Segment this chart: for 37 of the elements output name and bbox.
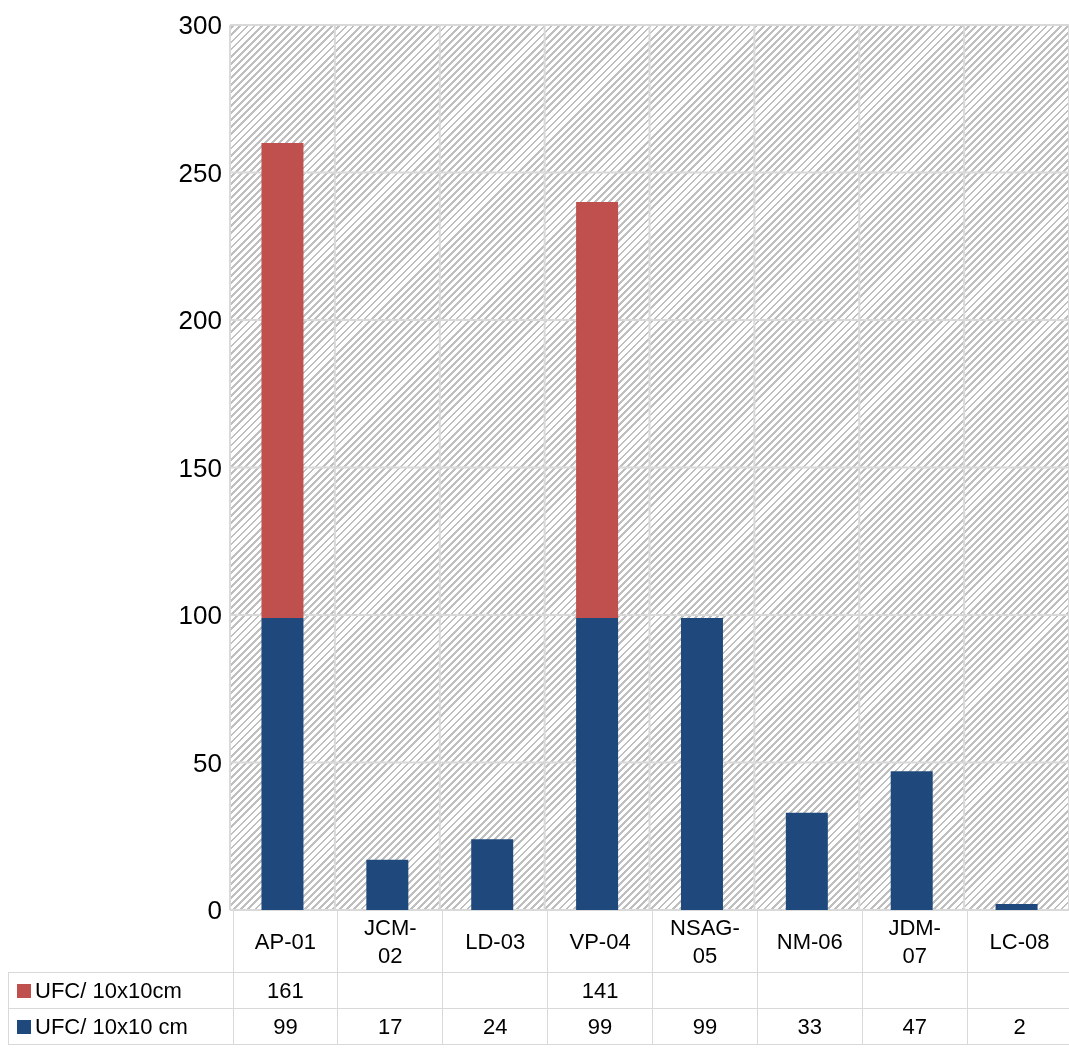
x-tick-label: LD-03 xyxy=(442,910,548,973)
data-label: 47 xyxy=(862,1008,968,1045)
y-tick-label: 100 xyxy=(178,600,222,631)
bar xyxy=(261,143,304,618)
y-tick-label: 0 xyxy=(207,895,222,926)
bar xyxy=(890,771,933,910)
data-label: 99 xyxy=(547,1008,653,1045)
x-tick-label: NM-06 xyxy=(757,910,863,973)
data-label: 141 xyxy=(547,972,653,1009)
x-tick-label: LC-08 xyxy=(967,910,1069,973)
bar xyxy=(576,202,619,618)
bar xyxy=(680,617,723,910)
x-tick-label: JDM-07 xyxy=(862,910,968,973)
x-tick-label: JCM-02 xyxy=(337,910,443,973)
x-tick-label: AP-01 xyxy=(233,910,338,973)
data-label: 33 xyxy=(757,1008,863,1045)
data-label: 99 xyxy=(233,1008,338,1045)
data-label: 24 xyxy=(442,1008,548,1045)
bar xyxy=(995,904,1038,910)
bar xyxy=(785,812,828,910)
bar xyxy=(261,617,304,910)
bar xyxy=(576,617,619,910)
bar xyxy=(366,859,409,910)
y-tick-label: 300 xyxy=(178,10,222,41)
data-label: 2 xyxy=(967,1008,1069,1045)
legend-label: UFC/ 10x10 cm xyxy=(35,1013,188,1039)
y-tick-label: 50 xyxy=(193,747,222,778)
y-tick-label: 150 xyxy=(178,452,222,483)
bar xyxy=(471,839,514,910)
legend-label: UFC/ 10x10cm xyxy=(35,977,182,1003)
y-tick-label: 250 xyxy=(178,157,222,188)
data-label: 161 xyxy=(233,972,338,1009)
data-label: 99 xyxy=(652,1008,758,1045)
x-tick-label: VP-04 xyxy=(547,910,653,973)
data-label: 17 xyxy=(337,1008,443,1045)
x-tick-label: NSAG-05 xyxy=(652,910,758,973)
y-tick-label: 200 xyxy=(178,305,222,336)
